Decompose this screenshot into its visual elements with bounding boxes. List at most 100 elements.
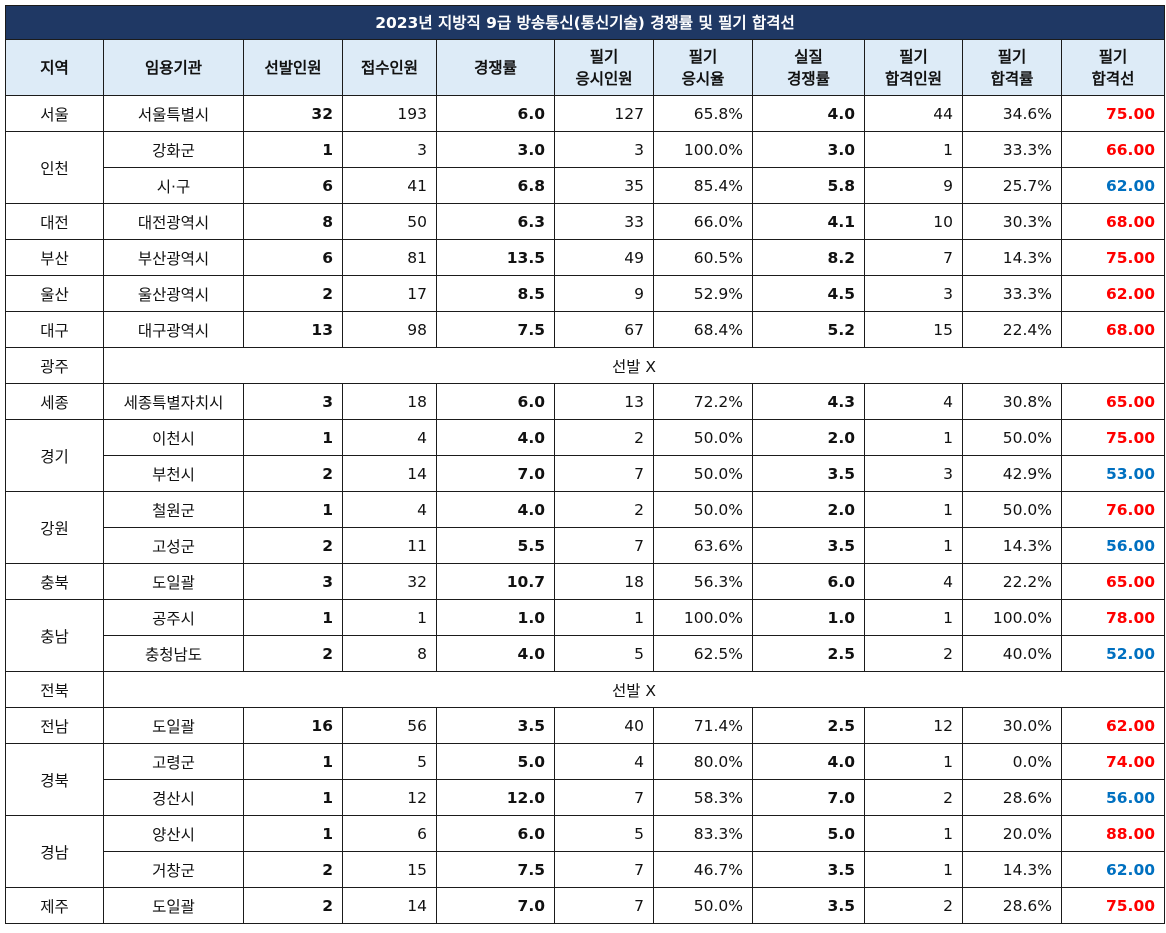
institution-cell: 충청남도 — [103, 635, 244, 672]
cutoff-cell: 75.00 — [1060, 419, 1166, 456]
competition-cell: 6.3 — [436, 203, 555, 240]
real-competition-cell: 4.1 — [752, 203, 865, 240]
competition-cell: 1.0 — [436, 599, 555, 636]
pass-rate-cell: 34.6% — [962, 95, 1062, 132]
institution-cell: 양산시 — [103, 815, 244, 852]
applied-cell: 98 — [342, 311, 437, 348]
take-rate-cell: 62.5% — [653, 635, 753, 672]
competition-cell: 4.0 — [436, 491, 555, 528]
header-line: 경쟁률 — [787, 69, 830, 88]
pass-rate-cell: 30.3% — [962, 203, 1062, 240]
pass-rate-cell: 30.8% — [962, 383, 1062, 420]
selected-cell: 2 — [243, 635, 343, 672]
table-row: 울산 울산광역시 2 17 8.5 9 52.9% 4.5 3 33.3% 62.00 — [5, 275, 1166, 312]
passers-cell: 1 — [864, 491, 963, 528]
selected-cell: 32 — [243, 95, 343, 132]
passers-cell: 4 — [864, 383, 963, 420]
takers-cell: 5 — [554, 635, 654, 672]
col-header-selected: 선발인원 — [243, 39, 343, 96]
take-rate-cell: 80.0% — [653, 743, 753, 780]
institution-cell: 이천시 — [103, 419, 244, 456]
take-rate-cell: 66.0% — [653, 203, 753, 240]
passers-cell: 1 — [864, 527, 963, 564]
table-row: 서울 서울특별시 32 193 6.0 127 65.8% 4.0 44 34.6% 75.00 — [5, 95, 1166, 132]
take-rate-cell: 46.7% — [653, 851, 753, 888]
applied-cell: 14 — [342, 455, 437, 492]
real-competition-cell: 2.0 — [752, 419, 865, 456]
pass-rate-cell: 22.2% — [962, 563, 1062, 600]
header-line: 응시인원 — [575, 69, 633, 88]
applied-cell: 32 — [342, 563, 437, 600]
real-competition-cell: 3.5 — [752, 455, 865, 492]
take-rate-cell: 56.3% — [653, 563, 753, 600]
take-rate-cell: 71.4% — [653, 707, 753, 744]
real-competition-cell: 2.0 — [752, 491, 865, 528]
takers-cell: 40 — [554, 707, 654, 744]
table-row: 부산 부산광역시 6 81 13.5 49 60.5% 8.2 7 14.3% 75.00 — [5, 239, 1166, 276]
region-cell: 강원 — [5, 491, 104, 564]
selected-cell: 1 — [243, 131, 343, 168]
institution-cell: 경산시 — [103, 779, 244, 816]
applied-cell: 193 — [342, 95, 437, 132]
competition-cell: 12.0 — [436, 779, 555, 816]
cutoff-cell: 78.00 — [1060, 599, 1166, 636]
selected-cell: 1 — [243, 815, 343, 852]
take-rate-cell: 50.0% — [653, 887, 753, 924]
pass-rate-cell: 30.0% — [962, 707, 1062, 744]
passers-cell: 1 — [864, 851, 963, 888]
pass-rate-cell: 50.0% — [962, 419, 1062, 456]
competition-cell: 8.5 — [436, 275, 555, 312]
header-line: 필기 — [997, 47, 1027, 66]
table-row: 광주 선발 X — [5, 347, 1166, 384]
real-competition-cell: 1.0 — [752, 599, 865, 636]
competition-cell: 3.5 — [436, 707, 555, 744]
no-selection-cell: 선발 X — [102, 347, 1166, 384]
passers-cell: 15 — [864, 311, 963, 348]
selected-cell: 2 — [243, 887, 343, 924]
pass-rate-cell: 20.0% — [962, 815, 1062, 852]
region-cell: 전북 — [5, 671, 104, 708]
applied-cell: 56 — [342, 707, 437, 744]
passers-cell: 1 — [864, 815, 963, 852]
real-competition-cell: 2.5 — [752, 635, 865, 672]
institution-cell: 철원군 — [103, 491, 244, 528]
institution-cell: 대구광역시 — [103, 311, 244, 348]
passers-cell: 1 — [864, 743, 963, 780]
selected-cell: 16 — [243, 707, 343, 744]
cutoff-cell: 75.00 — [1060, 887, 1166, 924]
applied-cell: 41 — [342, 167, 437, 204]
col-header-cutoff: 필기 합격선 — [1060, 39, 1166, 96]
header-row: 지역 임용기관 선발인원 접수인원 경쟁률 필기 응시인원 필기 응시율 실질 경쟁률… — [5, 39, 1166, 96]
institution-cell: 고령군 — [103, 743, 244, 780]
competition-cell: 7.5 — [436, 851, 555, 888]
table-row: 세종 세종특별자치시 3 18 6.0 13 72.2% 4.3 4 30.8% 65.00 — [5, 383, 1166, 420]
take-rate-cell: 50.0% — [653, 455, 753, 492]
pass-rate-cell: 14.3% — [962, 851, 1062, 888]
table-row: 경북 고령군 1 5 5.0 4 80.0% 4.0 1 0.0% 74.00 — [5, 743, 1166, 816]
col-header-region: 지역 — [5, 39, 104, 96]
region-cell: 서울 — [5, 95, 104, 132]
cutoff-cell: 66.00 — [1060, 131, 1166, 168]
real-competition-cell: 3.5 — [752, 887, 865, 924]
results-table: 2023년 지방직 9급 방송통신(통신기술) 경쟁률 및 필기 합격선 지역 … — [4, 5, 1166, 924]
table-row: 전북 선발 X — [5, 671, 1166, 708]
take-rate-cell: 68.4% — [653, 311, 753, 348]
real-competition-cell: 8.2 — [752, 239, 865, 276]
region-cell: 제주 — [5, 887, 104, 924]
cutoff-cell: 62.00 — [1060, 167, 1166, 204]
passers-cell: 4 — [864, 563, 963, 600]
institution-cell: 고성군 — [103, 527, 244, 564]
take-rate-cell: 85.4% — [653, 167, 753, 204]
col-header-applied: 접수인원 — [342, 39, 437, 96]
header-line: 응시율 — [681, 69, 725, 88]
passers-cell: 2 — [864, 779, 963, 816]
table-row: 충청남도 2 8 4.0 5 62.5% 2.5 2 40.0% 52.00 — [6, 635, 1166, 672]
region-cell: 대전 — [5, 203, 104, 240]
selected-cell: 8 — [243, 203, 343, 240]
applied-cell: 11 — [342, 527, 437, 564]
passers-cell: 3 — [864, 275, 963, 312]
region-cell: 전남 — [5, 707, 104, 744]
real-competition-cell: 4.3 — [752, 383, 865, 420]
region-cell: 대구 — [5, 311, 104, 348]
region-cell: 울산 — [5, 275, 104, 312]
